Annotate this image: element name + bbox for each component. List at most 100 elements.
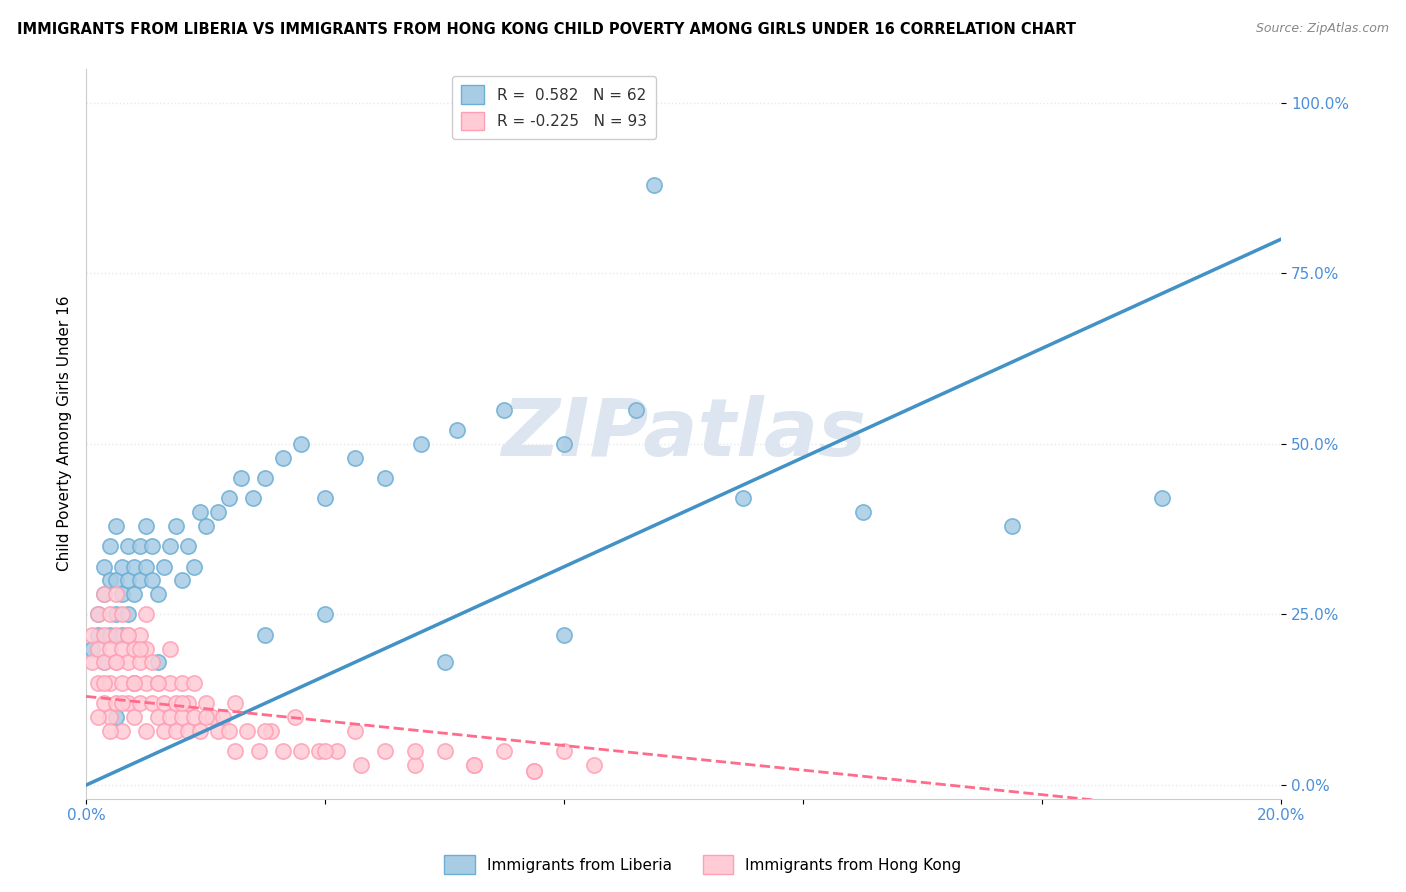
Point	[98, 607, 121, 622]
Point	[314, 744, 336, 758]
Point	[98, 539, 121, 553]
Point	[98, 710, 121, 724]
Point	[135, 559, 157, 574]
Point	[170, 696, 193, 710]
Point	[80, 641, 103, 656]
Point	[104, 628, 127, 642]
Point	[98, 641, 121, 656]
Point	[343, 450, 366, 465]
Point	[207, 723, 229, 738]
Point	[290, 437, 312, 451]
Point	[87, 607, 110, 622]
Point	[350, 757, 373, 772]
Point	[122, 641, 145, 656]
Point	[93, 675, 115, 690]
Point	[98, 628, 121, 642]
Point	[87, 641, 110, 656]
Point	[176, 723, 198, 738]
Point	[104, 696, 127, 710]
Point	[135, 607, 157, 622]
Point	[104, 587, 127, 601]
Point	[194, 696, 217, 710]
Point	[111, 628, 134, 642]
Point	[122, 710, 145, 724]
Point	[135, 641, 157, 656]
Point	[111, 641, 134, 656]
Point	[122, 675, 145, 690]
Point	[183, 559, 205, 574]
Point	[463, 757, 485, 772]
Point	[117, 607, 139, 622]
Point	[87, 607, 110, 622]
Point	[374, 744, 396, 758]
Point	[146, 675, 169, 690]
Point	[104, 710, 127, 724]
Point	[224, 744, 246, 758]
Y-axis label: Child Poverty Among Girls Under 16: Child Poverty Among Girls Under 16	[58, 296, 72, 572]
Point	[231, 471, 253, 485]
Legend: R =  0.582   N = 62, R = -0.225   N = 93: R = 0.582 N = 62, R = -0.225 N = 93	[453, 76, 655, 139]
Point	[224, 696, 246, 710]
Point	[111, 723, 134, 738]
Point	[93, 587, 115, 601]
Point	[433, 744, 456, 758]
Point	[553, 437, 575, 451]
Point	[146, 655, 169, 669]
Point	[271, 450, 294, 465]
Point	[93, 587, 115, 601]
Point	[152, 723, 174, 738]
Point	[135, 675, 157, 690]
Point	[122, 675, 145, 690]
Point	[188, 505, 211, 519]
Point	[80, 655, 103, 669]
Text: Source: ZipAtlas.com: Source: ZipAtlas.com	[1256, 22, 1389, 36]
Point	[111, 559, 134, 574]
Point	[159, 641, 181, 656]
Point	[494, 402, 516, 417]
Point	[207, 505, 229, 519]
Point	[194, 710, 217, 724]
Point	[93, 696, 115, 710]
Point	[463, 757, 485, 772]
Point	[111, 696, 134, 710]
Point	[176, 539, 198, 553]
Point	[104, 655, 127, 669]
Point	[852, 505, 875, 519]
Point	[141, 574, 163, 588]
Text: IMMIGRANTS FROM LIBERIA VS IMMIGRANTS FROM HONG KONG CHILD POVERTY AMONG GIRLS U: IMMIGRANTS FROM LIBERIA VS IMMIGRANTS FR…	[17, 22, 1076, 37]
Point	[122, 675, 145, 690]
Point	[218, 723, 240, 738]
Point	[582, 757, 605, 772]
Point	[624, 402, 647, 417]
Point	[314, 607, 336, 622]
Point	[218, 491, 240, 506]
Point	[159, 675, 181, 690]
Point	[170, 675, 193, 690]
Point	[80, 628, 103, 642]
Point	[98, 723, 121, 738]
Point	[87, 628, 110, 642]
Point	[87, 710, 110, 724]
Point	[152, 559, 174, 574]
Point	[128, 696, 150, 710]
Point	[93, 655, 115, 669]
Point	[374, 471, 396, 485]
Point	[135, 723, 157, 738]
Point	[159, 539, 181, 553]
Point	[146, 710, 169, 724]
Point	[122, 587, 145, 601]
Point	[104, 518, 127, 533]
Point	[254, 471, 277, 485]
Point	[111, 675, 134, 690]
Point	[284, 710, 307, 724]
Point	[200, 710, 222, 724]
Point	[523, 764, 546, 779]
Point	[314, 491, 336, 506]
Point	[128, 655, 150, 669]
Point	[247, 744, 270, 758]
Point	[194, 518, 217, 533]
Point	[236, 723, 259, 738]
Point	[152, 696, 174, 710]
Point	[326, 744, 349, 758]
Point	[553, 628, 575, 642]
